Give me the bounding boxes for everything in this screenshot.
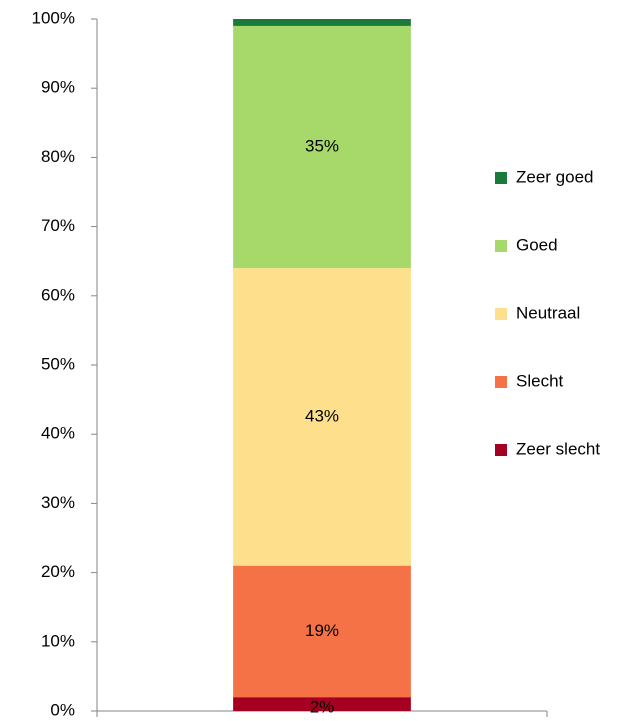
legend-swatch [495, 172, 507, 184]
y-tick-label: 30% [41, 493, 75, 512]
y-tick-label: 80% [41, 147, 75, 166]
data-label: 35% [305, 137, 339, 156]
bar-segment [233, 19, 411, 26]
data-label: 43% [305, 406, 339, 425]
data-label: 19% [305, 621, 339, 640]
bar-segment [233, 565, 411, 698]
legend-label: Zeer slecht [516, 439, 600, 458]
legend-swatch [495, 376, 507, 388]
y-tick-label: 90% [41, 78, 75, 97]
y-tick-label: 60% [41, 285, 75, 304]
legend-label: Neutraal [516, 303, 580, 322]
y-tick-label: 20% [41, 562, 75, 581]
y-tick-label: 0% [50, 700, 75, 719]
legend-swatch [495, 308, 507, 320]
y-tick-label: 50% [41, 354, 75, 373]
data-label: 2% [310, 698, 335, 717]
legend-swatch [495, 240, 507, 252]
y-tick-label: 70% [41, 216, 75, 235]
y-tick-label: 10% [41, 631, 75, 650]
bar-segment [233, 697, 411, 711]
bar-segment [233, 268, 411, 566]
legend-label: Slecht [516, 371, 564, 390]
legend-label: Zeer goed [516, 167, 594, 186]
y-tick-label: 40% [41, 424, 75, 443]
legend-swatch [495, 444, 507, 456]
y-tick-label: 100% [32, 8, 75, 27]
bar-segment [233, 25, 411, 269]
legend-label: Goed [516, 235, 558, 254]
